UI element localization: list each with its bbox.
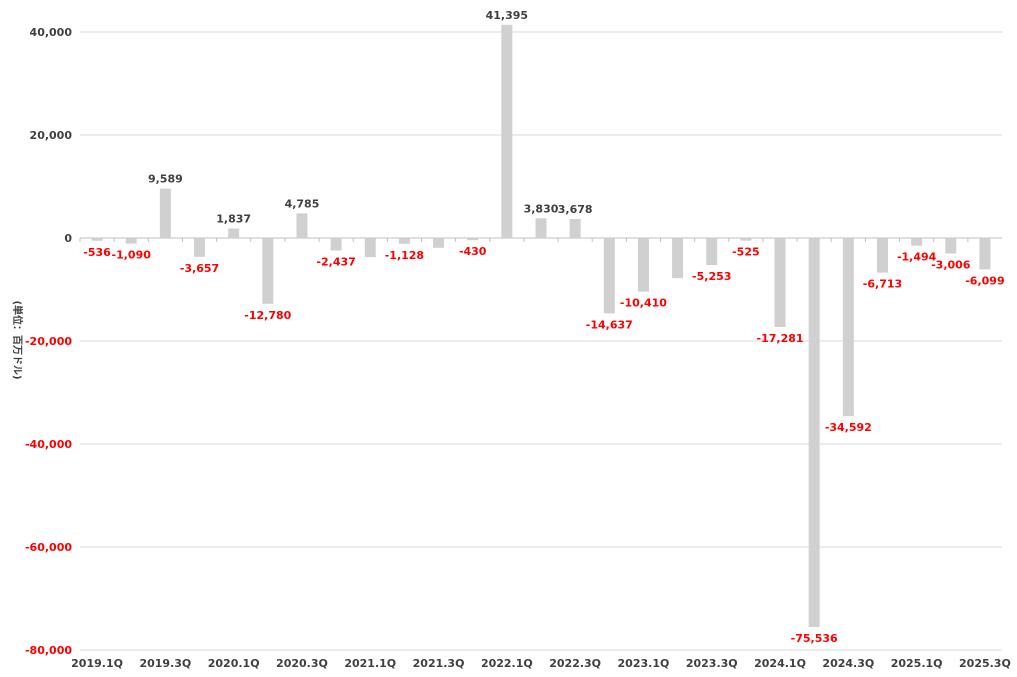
data-label: -6,099 — [965, 274, 1004, 287]
bar — [330, 238, 342, 251]
bar — [125, 238, 137, 244]
y-axis-label: (単位：百万ドル) — [11, 300, 24, 379]
x-tick-label: 2024.3Q — [822, 657, 874, 670]
data-label: -5,253 — [692, 270, 731, 283]
x-tick-label: 2025.3Q — [959, 657, 1011, 670]
y-tick-label: 20,000 — [30, 129, 73, 142]
x-tick-label: 2023.1Q — [618, 657, 670, 670]
bar — [672, 238, 684, 279]
data-label: 1,837 — [216, 213, 251, 226]
gridlines — [80, 31, 1002, 651]
x-tick-label: 2024.1Q — [754, 657, 806, 670]
data-label: 3,830 — [524, 202, 559, 215]
data-label: -1,090 — [112, 249, 152, 262]
data-label: -1,494 — [897, 251, 937, 264]
bar — [433, 238, 445, 248]
data-label: 3,678 — [558, 203, 593, 216]
y-tick-label: 0 — [64, 232, 72, 245]
data-label: -75,536 — [791, 632, 838, 645]
data-label: -3,657 — [180, 262, 219, 275]
data-label: -6,713 — [863, 278, 902, 291]
bar — [398, 238, 410, 244]
bar — [774, 238, 786, 327]
data-label: -17,281 — [757, 332, 804, 345]
bar — [364, 238, 376, 258]
bar — [159, 188, 171, 238]
x-tick-label: 2022.3Q — [549, 657, 601, 670]
data-label: -12,780 — [244, 309, 291, 322]
x-tick-label: 2019.1Q — [71, 657, 123, 670]
x-axis: 2019.1Q 2019.3Q 2020.1Q 2020.3Q 2021.1Q 2021.… — [71, 238, 1011, 670]
data-label: -430 — [459, 245, 487, 258]
y-axis: 40,000 20,000 0 -20,000 -40,000 -60,000 -80,00… — [25, 26, 72, 657]
bar — [262, 238, 274, 304]
bar — [296, 213, 308, 238]
data-label: -3,006 — [931, 258, 971, 271]
bar — [706, 238, 718, 266]
data-label: 4,785 — [285, 197, 320, 210]
data-label: -10,410 — [620, 297, 667, 310]
bar — [91, 238, 103, 241]
data-label: -1,128 — [385, 249, 424, 262]
data-label: 41,395 — [486, 9, 528, 22]
bar — [194, 238, 206, 257]
data-label: -525 — [732, 246, 760, 259]
bar — [979, 238, 991, 270]
bar — [842, 238, 854, 417]
bar — [876, 238, 888, 273]
bar — [535, 218, 547, 238]
y-tick-label: -60,000 — [25, 541, 72, 554]
bar — [603, 238, 615, 314]
x-tick-label: 2019.3Q — [139, 657, 191, 670]
x-tick-label: 2020.3Q — [276, 657, 328, 670]
x-tick-label: 2023.3Q — [686, 657, 738, 670]
x-tick-label: 2020.1Q — [208, 657, 260, 670]
x-tick-label: 2022.1Q — [481, 657, 533, 670]
bar — [501, 24, 513, 238]
bar — [228, 228, 240, 238]
bar — [911, 238, 923, 246]
x-tick-label: 2021.1Q — [344, 657, 396, 670]
y-tick-label: -80,000 — [25, 644, 72, 657]
data-label: -14,637 — [586, 318, 633, 331]
data-label: -2,437 — [316, 256, 355, 269]
y-tick-label: 40,000 — [30, 26, 73, 39]
bars — [91, 24, 991, 628]
bar — [637, 238, 649, 292]
y-tick-label: -20,000 — [25, 335, 72, 348]
data-label: -34,592 — [825, 421, 872, 434]
x-tick-label: 2025.1Q — [891, 657, 943, 670]
y-tick-label: -40,000 — [25, 438, 72, 451]
data-label: -536 — [83, 246, 111, 259]
bar — [808, 238, 820, 628]
data-label: 9,589 — [148, 173, 183, 186]
bar — [740, 238, 752, 241]
x-tick-label: 2021.3Q — [413, 657, 465, 670]
bar — [569, 219, 581, 238]
bar — [945, 238, 957, 254]
data-labels: -536 -1,090 9,589 -3,657 1,837 -12,780 4,785 -2… — [83, 9, 1004, 645]
bar — [467, 238, 479, 241]
